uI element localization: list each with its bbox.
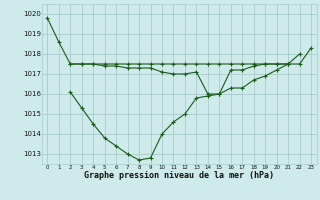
X-axis label: Graphe pression niveau de la mer (hPa): Graphe pression niveau de la mer (hPa) [84,171,274,180]
